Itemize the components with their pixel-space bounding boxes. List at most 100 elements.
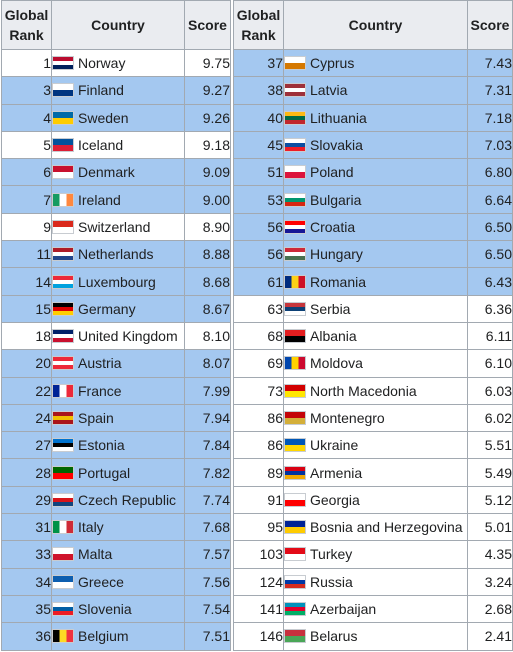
country-link[interactable]: Poland xyxy=(310,164,354,181)
rank-cell: 15 xyxy=(1,294,52,323)
country-link[interactable]: Netherlands xyxy=(78,246,154,263)
switzerland-flag-icon[interactable] xyxy=(52,219,74,234)
finland-flag-icon[interactable] xyxy=(52,83,74,98)
austria-flag-icon[interactable] xyxy=(52,356,74,371)
country-link[interactable]: Russia xyxy=(310,573,353,590)
country-link[interactable]: Turkey xyxy=(310,546,353,563)
lithuania-flag-icon[interactable] xyxy=(284,110,306,125)
country-cell: North Macedonia xyxy=(283,376,468,405)
estonia-flag-icon[interactable] xyxy=(52,438,74,453)
country-link[interactable]: Albania xyxy=(310,328,357,345)
country-link[interactable]: Azerbaijan xyxy=(310,601,377,618)
country-link[interactable]: Montenegro xyxy=(310,410,385,426)
table-row: 68 Albania 6.11 xyxy=(233,321,513,351)
country-link[interactable]: Bulgaria xyxy=(310,191,362,208)
country-link[interactable]: Sweden xyxy=(78,109,129,126)
albania-flag-icon[interactable] xyxy=(284,329,306,344)
country-link[interactable]: France xyxy=(78,382,122,399)
norway-flag-icon[interactable] xyxy=(52,56,74,71)
country-link[interactable]: Finland xyxy=(78,82,124,99)
table-row: 5 Iceland 9.18 xyxy=(1,130,231,160)
country-link[interactable]: Norway xyxy=(78,55,126,72)
country-link[interactable]: Croatia xyxy=(310,218,356,235)
country-link[interactable]: Germany xyxy=(78,300,136,317)
germany-flag-icon[interactable] xyxy=(52,301,74,316)
sweden-flag-icon[interactable] xyxy=(52,110,74,125)
country-link[interactable]: Luxembourg xyxy=(78,273,156,290)
ranking-body-left: 1 Norway 9.75 3 Finland 9.27 4 Sweden 9.26 5 Icela… xyxy=(1,48,231,651)
country-link[interactable]: Slovenia xyxy=(78,601,132,618)
turkey-flag-icon[interactable] xyxy=(284,547,306,562)
header-score[interactable]: Score xyxy=(184,0,231,50)
netherlands-flag-icon[interactable] xyxy=(52,247,74,262)
ukraine-flag-icon[interactable] xyxy=(284,438,306,453)
uk-flag-icon[interactable] xyxy=(52,329,74,344)
country-link[interactable]: Belarus xyxy=(310,628,358,645)
country-link[interactable]: Estonia xyxy=(78,437,125,454)
hungary-flag-icon[interactable] xyxy=(284,247,306,262)
header-country[interactable]: Country xyxy=(283,0,468,50)
azerbaijan-flag-icon[interactable] xyxy=(284,602,306,617)
country-link[interactable]: North Macedonia xyxy=(310,382,417,399)
country-link[interactable]: Slovakia xyxy=(310,137,363,154)
header-rank[interactable]: Global Rank xyxy=(1,0,52,50)
country-link[interactable]: Serbia xyxy=(310,300,351,317)
country-link[interactable]: Lithuania xyxy=(310,109,367,126)
country-link[interactable]: Switzerland xyxy=(78,218,151,235)
country-link[interactable]: Cyprus xyxy=(310,55,355,72)
bulgaria-flag-icon[interactable] xyxy=(284,192,306,207)
table-row: 141 Azerbaijan 2.68 xyxy=(233,594,513,624)
poland-flag-icon[interactable] xyxy=(284,165,306,180)
country-link[interactable]: Spain xyxy=(78,410,114,426)
romania-flag-icon[interactable] xyxy=(284,274,306,289)
header-rank[interactable]: Global Rank xyxy=(233,0,284,50)
country-link[interactable]: Belgium xyxy=(78,628,129,645)
czech-flag-icon[interactable] xyxy=(52,492,74,507)
malta-flag-icon[interactable] xyxy=(52,547,74,562)
country-link[interactable]: Georgia xyxy=(310,491,360,508)
country-link[interactable]: Latvia xyxy=(310,82,348,99)
montenegro-flag-icon[interactable] xyxy=(284,411,306,425)
country-link[interactable]: Romania xyxy=(310,273,367,290)
country-link[interactable]: Hungary xyxy=(310,246,363,263)
bosnia-flag-icon[interactable] xyxy=(284,520,306,535)
denmark-flag-icon[interactable] xyxy=(52,165,74,180)
country-link[interactable]: Ukraine xyxy=(310,437,359,454)
country-link[interactable]: Iceland xyxy=(78,137,124,154)
portugal-flag-icon[interactable] xyxy=(52,465,74,480)
country-link[interactable]: Denmark xyxy=(78,164,135,181)
greece-flag-icon[interactable] xyxy=(52,574,74,589)
italy-flag-icon[interactable] xyxy=(52,520,74,535)
country-link[interactable]: United Kingdom xyxy=(78,328,178,345)
country-link[interactable]: Austria xyxy=(78,355,122,372)
spain-flag-icon[interactable] xyxy=(52,411,74,425)
country-link[interactable]: Italy xyxy=(78,519,104,536)
croatia-flag-icon[interactable] xyxy=(284,219,306,234)
country-link[interactable]: Portugal xyxy=(78,464,131,481)
iceland-flag-icon[interactable] xyxy=(52,138,74,153)
armenia-flag-icon[interactable] xyxy=(284,465,306,480)
moldova-flag-icon[interactable] xyxy=(284,356,306,371)
serbia-flag-icon[interactable] xyxy=(284,301,306,316)
country-link[interactable]: Armenia xyxy=(310,464,363,481)
country-link[interactable]: Ireland xyxy=(78,191,121,208)
country-link[interactable]: Bosnia and Herzegovina xyxy=(310,519,463,536)
georgia-flag-icon[interactable] xyxy=(284,492,306,507)
slovenia-flag-icon[interactable] xyxy=(52,602,74,617)
luxembourg-flag-icon[interactable] xyxy=(52,274,74,289)
latvia-flag-icon[interactable] xyxy=(284,83,306,98)
header-country[interactable]: Country xyxy=(51,0,185,50)
belarus-flag-icon[interactable] xyxy=(284,629,306,644)
country-link[interactable]: Moldova xyxy=(310,355,363,372)
belgium-flag-icon[interactable] xyxy=(52,629,74,644)
country-link[interactable]: Czech Republic xyxy=(78,491,177,508)
country-link[interactable]: Malta xyxy=(78,546,113,563)
country-link[interactable]: Greece xyxy=(78,573,124,590)
france-flag-icon[interactable] xyxy=(52,383,74,398)
ireland-flag-icon[interactable] xyxy=(52,192,74,207)
header-score[interactable]: Score xyxy=(467,0,513,50)
slovakia-flag-icon[interactable] xyxy=(284,138,306,153)
north-macedonia-flag-icon[interactable] xyxy=(284,383,306,398)
cyprus-flag-icon[interactable] xyxy=(284,56,306,71)
russia-flag-icon[interactable] xyxy=(284,574,306,589)
